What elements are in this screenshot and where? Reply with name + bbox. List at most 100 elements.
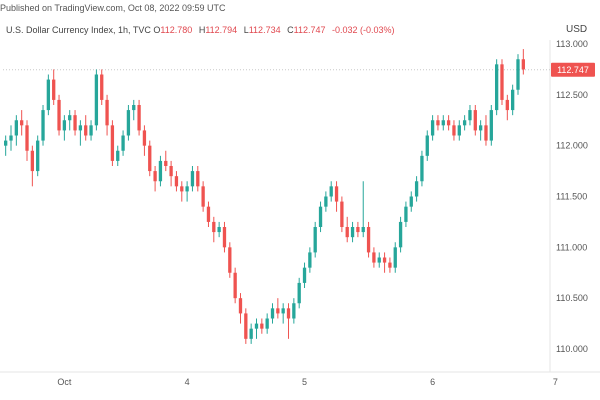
candle-body xyxy=(425,135,429,156)
candle-body xyxy=(212,221,216,233)
candle-body xyxy=(254,323,259,329)
candle-body xyxy=(318,206,323,227)
candle-body xyxy=(489,110,493,141)
open-value: 112.780 xyxy=(160,25,193,35)
candle-body xyxy=(14,120,18,136)
candle-body xyxy=(473,110,477,131)
candle-body xyxy=(158,160,163,182)
candle-body xyxy=(132,105,136,111)
candle-body xyxy=(404,206,408,222)
currency-label: USD xyxy=(566,24,588,35)
candle-body xyxy=(164,160,168,166)
candle-body xyxy=(361,227,365,233)
candle-body xyxy=(297,282,301,304)
candle-body xyxy=(9,135,13,141)
candle-body xyxy=(276,308,280,314)
candle-body xyxy=(286,308,291,319)
candle-body xyxy=(94,74,99,126)
candle-body xyxy=(281,308,285,314)
candle-body xyxy=(265,318,269,329)
candle-body xyxy=(420,155,424,182)
candle-body xyxy=(436,120,440,126)
candle-body xyxy=(174,176,179,187)
high-label: H xyxy=(198,25,206,35)
candle-body xyxy=(494,64,499,111)
y-tick-label: 110.500 xyxy=(556,293,588,303)
candle-body xyxy=(329,186,333,197)
candle-body xyxy=(25,125,29,151)
candle-body xyxy=(462,120,467,126)
candle-body xyxy=(446,120,451,126)
candle-body xyxy=(217,227,221,233)
candle-body xyxy=(350,227,355,238)
candle-body xyxy=(110,125,115,161)
x-tick-label: 6 xyxy=(430,377,435,387)
candle-body xyxy=(153,171,157,182)
chart-title: U.S. Dollar Currency Index, 1h, TVC xyxy=(6,25,151,35)
candle-body xyxy=(78,125,83,131)
y-tick-label: 111.500 xyxy=(556,192,587,202)
candle-body xyxy=(430,120,435,136)
candle-body xyxy=(356,227,360,233)
candle-body xyxy=(505,99,509,111)
candle-body xyxy=(340,201,344,227)
candle-body xyxy=(137,105,141,131)
chart-header: U.S. Dollar Currency Index, 1h, TVC O112… xyxy=(6,25,395,35)
last-price-label: 112.747 xyxy=(557,65,589,75)
candle-body xyxy=(4,140,8,146)
candle-body xyxy=(89,125,93,136)
candle-body xyxy=(121,135,125,151)
candle-body xyxy=(414,181,419,197)
x-tick-label: 7 xyxy=(553,377,558,387)
candle-body xyxy=(521,59,525,70)
candle-body xyxy=(180,186,184,192)
candle-body xyxy=(308,252,312,268)
y-tick-label: 110.000 xyxy=(556,344,588,354)
candle-body xyxy=(452,125,456,136)
candle-body xyxy=(457,125,461,136)
y-tick-label: 111.000 xyxy=(556,242,587,252)
candle-body xyxy=(334,186,339,202)
candle-body xyxy=(206,206,211,222)
candle-body xyxy=(249,328,253,339)
candle-body xyxy=(169,166,173,177)
candle-body xyxy=(345,227,349,238)
candle-body xyxy=(516,59,520,90)
low-label: L xyxy=(243,25,249,35)
candle-body xyxy=(116,150,120,161)
close-value: 112.747 xyxy=(293,25,326,35)
candle-body xyxy=(302,267,307,283)
candle-body xyxy=(484,125,488,141)
low-value: 112.734 xyxy=(248,25,281,35)
candle-body xyxy=(105,99,109,126)
candle-body xyxy=(244,313,248,339)
candle-body xyxy=(500,64,504,100)
candle-body xyxy=(398,221,403,248)
candle-body xyxy=(20,120,24,126)
change-value: -0.032 (-0.03%) xyxy=(332,25,395,35)
candle-body xyxy=(441,120,445,126)
candle-body xyxy=(30,150,35,172)
y-tick-label: 112.000 xyxy=(556,141,588,151)
candle-body xyxy=(201,186,205,207)
open-label: O xyxy=(153,25,161,35)
publish-line: Published on TradingView.com, Oct 08, 20… xyxy=(0,3,226,13)
x-tick-label: 4 xyxy=(185,377,190,387)
candle-body xyxy=(468,110,472,121)
close-label: C xyxy=(287,25,294,35)
candle-body xyxy=(84,125,88,136)
candle-body xyxy=(382,257,387,263)
last-price-tag xyxy=(551,62,595,77)
candle-body xyxy=(41,110,45,141)
y-tick-label: 113.000 xyxy=(556,39,588,49)
candle-body xyxy=(260,323,264,329)
candle-body xyxy=(313,227,317,253)
candle-body xyxy=(57,99,61,131)
candle-body xyxy=(393,247,397,268)
candle-body xyxy=(185,186,189,192)
candle-body xyxy=(36,140,40,172)
candle-body xyxy=(233,272,237,299)
candle-body xyxy=(292,303,296,319)
candle-body xyxy=(478,125,483,131)
